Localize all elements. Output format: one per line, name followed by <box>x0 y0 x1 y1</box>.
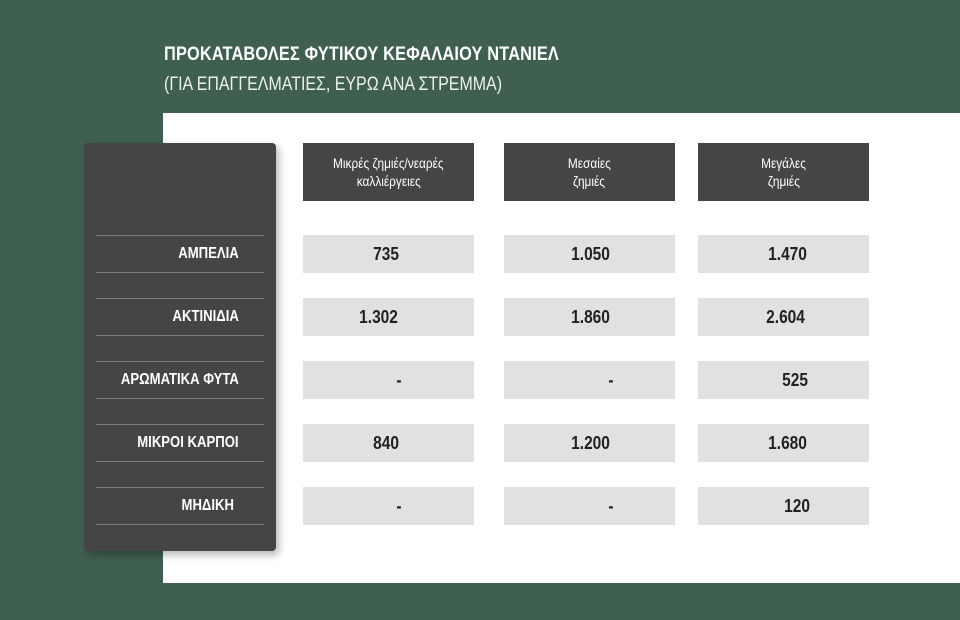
row-label-mhdikh: ΜΗΔΙΚΗ <box>96 487 264 525</box>
table-cell: - <box>303 487 474 525</box>
table-cell: - <box>303 361 474 399</box>
column-header-small-damage: Μικρές ζημιές/νεαρές καλλιέργειες <box>303 143 474 201</box>
row-label-text: ΑΡΩΜΑΤΙΚΑ ΦΥΤΑ <box>121 371 239 388</box>
column-header-line: Μεγάλες <box>761 155 806 171</box>
table-cell: 1.302 <box>303 298 474 336</box>
cell-value: 1.470 <box>768 243 807 264</box>
row-labels-sidebar: ΑΜΠΕΛΙΑ ΑΚΤΙΝΙΔΙΑ ΑΡΩΜΑΤΙΚΑ ΦΥΤΑ ΜΙΚΡΟΙ … <box>84 143 276 551</box>
cell-value: 1.050 <box>571 243 610 264</box>
table-cell: 1.050 <box>504 235 675 273</box>
table-cell: 840 <box>303 424 474 462</box>
table-cell: 2.604 <box>698 298 869 336</box>
cell-value: 120 <box>784 495 810 516</box>
row-label-text: ΜΗΔΙΚΗ <box>181 497 234 514</box>
cell-value: - <box>608 369 614 390</box>
table-cell: 1.680 <box>698 424 869 462</box>
row-label-mikroi-karpoi: ΜΙΚΡΟΙ ΚΑΡΠΟΙ <box>96 424 264 462</box>
page-subtitle: (ΓΙΑ ΕΠΑΓΓΕΛΜΑΤΙΕΣ, ΕΥΡΩ ΑΝΑ ΣΤΡΕΜΜΑ) <box>164 74 503 95</box>
row-label-aromatika: ΑΡΩΜΑΤΙΚΑ ΦΥΤΑ <box>96 361 264 399</box>
table-cell: 735 <box>303 235 474 273</box>
page-title: ΠΡΟΚΑΤΑΒΟΛΕΣ ΦΥΤΙΚΟΥ ΚΕΦΑΛΑΙΟΥ ΝΤΑΝΙΕΛ <box>164 44 560 65</box>
cell-value: 735 <box>373 243 399 264</box>
cell-value: - <box>608 495 614 516</box>
cell-value: - <box>396 495 402 516</box>
column-header-large-damage: Μεγάλες ζημιές <box>698 143 869 201</box>
cell-value: - <box>396 369 402 390</box>
table-cell: 1.470 <box>698 235 869 273</box>
column-header-medium-damage: Μεσαίες ζημιές <box>504 143 675 201</box>
column-header-line: Μικρές ζημιές/νεαρές <box>333 155 444 171</box>
column-header-line: Μεσαίες <box>568 155 611 171</box>
column-header-line: ζημιές <box>767 173 800 189</box>
cell-value: 525 <box>782 369 808 390</box>
cell-value: 2.604 <box>766 306 805 327</box>
table-cell: 120 <box>698 487 869 525</box>
row-label-text: ΑΜΠΕΛΙΑ <box>178 245 239 262</box>
cell-value: 840 <box>373 432 399 453</box>
cell-value: 1.302 <box>359 306 398 327</box>
cell-value: 1.860 <box>571 306 610 327</box>
column-header-line: ζημιές <box>573 173 606 189</box>
row-label-ampelia: ΑΜΠΕΛΙΑ <box>96 235 264 273</box>
row-label-text: ΜΙΚΡΟΙ ΚΑΡΠΟΙ <box>137 434 239 451</box>
row-label-aktinidia: ΑΚΤΙΝΙΔΙΑ <box>96 298 264 336</box>
row-label-text: ΑΚΤΙΝΙΔΙΑ <box>172 308 239 325</box>
table-cell: 1.200 <box>504 424 675 462</box>
column-header-line: καλλιέργειες <box>356 173 421 189</box>
cell-value: 1.200 <box>571 432 610 453</box>
table-cell: 525 <box>698 361 869 399</box>
cell-value: 1.680 <box>768 432 807 453</box>
table-cell: 1.860 <box>504 298 675 336</box>
table-cell: - <box>504 361 675 399</box>
table-cell: - <box>504 487 675 525</box>
